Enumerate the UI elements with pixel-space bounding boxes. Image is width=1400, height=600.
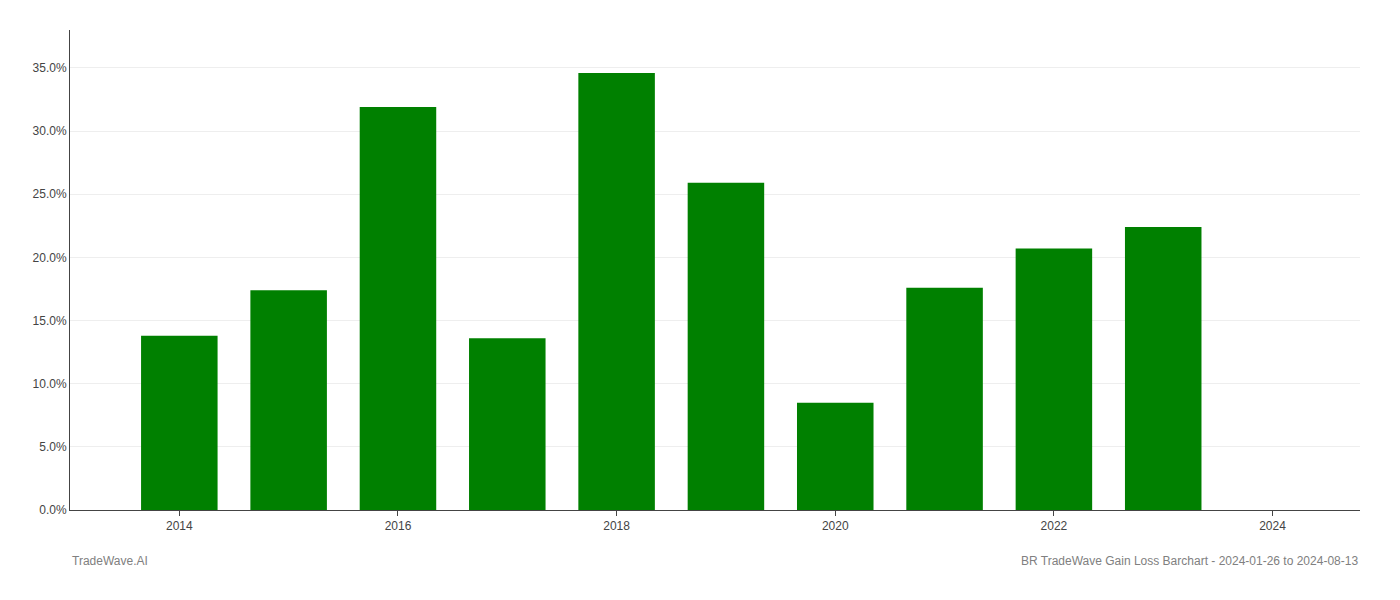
svg-text:2020: 2020 bbox=[822, 519, 849, 533]
svg-text:2018: 2018 bbox=[603, 519, 630, 533]
svg-text:15.0%: 15.0% bbox=[33, 314, 67, 328]
svg-text:20.0%: 20.0% bbox=[33, 251, 67, 265]
svg-text:2014: 2014 bbox=[166, 519, 193, 533]
svg-text:2022: 2022 bbox=[1041, 519, 1068, 533]
svg-text:30.0%: 30.0% bbox=[33, 124, 67, 138]
svg-text:5.0%: 5.0% bbox=[39, 440, 67, 454]
svg-text:2016: 2016 bbox=[385, 519, 412, 533]
svg-text:TradeWave.AI: TradeWave.AI bbox=[72, 554, 148, 568]
svg-text:10.0%: 10.0% bbox=[33, 377, 67, 391]
svg-text:BR TradeWave Gain Loss Barchar: BR TradeWave Gain Loss Barchart - 2024-0… bbox=[1021, 554, 1358, 568]
svg-text:25.0%: 25.0% bbox=[33, 187, 67, 201]
svg-text:0.0%: 0.0% bbox=[39, 503, 67, 517]
svg-text:35.0%: 35.0% bbox=[33, 61, 67, 75]
svg-text:2024: 2024 bbox=[1259, 519, 1286, 533]
